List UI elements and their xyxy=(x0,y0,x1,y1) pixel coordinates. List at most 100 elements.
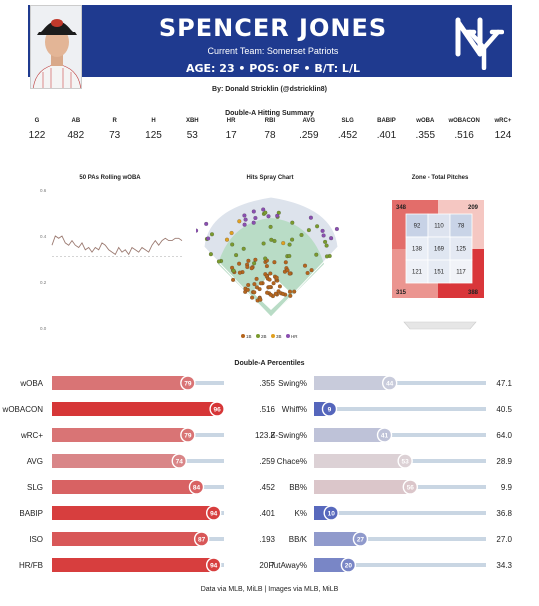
spray-hit-point xyxy=(263,210,268,215)
stat-header-wobacon: wOBACON xyxy=(448,118,480,124)
spray-hit-point xyxy=(208,252,213,257)
spray-hit-point xyxy=(266,214,271,219)
spray-hit-point xyxy=(267,277,272,282)
percentile-bar xyxy=(52,480,197,494)
stat-header-xbh: XBH xyxy=(185,118,199,124)
spray-hit-point xyxy=(299,232,304,237)
rolling-y-tick-label: 0.2 xyxy=(40,280,47,285)
percentile-track xyxy=(314,407,486,411)
percentile-label: BABIP xyxy=(19,509,43,518)
spray-chart-title: Hits Spray Chart xyxy=(246,175,294,181)
zone-cell-count: 169 xyxy=(434,247,445,253)
stat-header-g: G xyxy=(34,118,40,124)
percentile-track xyxy=(314,381,486,385)
spray-hit-point xyxy=(245,264,250,269)
stat-value-g: 122 xyxy=(28,130,46,141)
spray-hit-point xyxy=(302,263,307,268)
hitting-summary-title: Double-A Hitting Summary xyxy=(225,110,314,117)
zone-corner-count: 209 xyxy=(468,205,479,211)
zone-cell-count: 121 xyxy=(412,270,423,276)
spray-hit-point xyxy=(292,289,297,294)
zone-cell-count: 117 xyxy=(456,270,466,276)
spray-hit-point xyxy=(273,291,278,296)
byline: By: Donald Stricklin (@dstricklin8) xyxy=(212,86,327,93)
spray-hit-point xyxy=(287,271,292,276)
hitting-summary-table: G AB R H XBH HR RBI AVG SLG BABIP wOBA wOBACON wRC+ … xyxy=(18,118,522,141)
percentile-marker xyxy=(381,375,398,391)
rolling-woba-chart: 0.6 0.4 0.2 0.0 xyxy=(40,188,183,331)
percentile-bar xyxy=(314,532,361,546)
percentile-rank-label: 10 xyxy=(328,511,336,518)
percentile-marker xyxy=(180,427,196,443)
zone-cell-count: 138 xyxy=(412,247,423,253)
percentile-bar xyxy=(314,480,411,494)
percentile-marker xyxy=(340,557,357,573)
spray-hit-point xyxy=(323,239,328,244)
percentile-stat-value: 28.9 xyxy=(496,457,512,466)
percentile-rank-label: 41 xyxy=(381,433,389,440)
spray-hit-point xyxy=(267,285,272,290)
stat-value-slg: .452 xyxy=(337,130,358,141)
percentile-stat-value: .401 xyxy=(259,509,275,518)
stat-value-wobacon: .516 xyxy=(454,130,474,141)
zone-corner-count: 348 xyxy=(396,205,407,211)
spray-hit-point xyxy=(315,224,320,229)
spray-hit-point xyxy=(230,242,235,247)
percentile-rank-label: 74 xyxy=(176,459,184,466)
percentile-bar xyxy=(52,506,214,520)
spray-hit-point xyxy=(280,291,285,296)
spray-hit-point xyxy=(283,260,288,265)
zone-corner-count: 315 xyxy=(396,290,407,296)
spray-hit-point xyxy=(225,237,230,242)
percentile-stat-value: .259 xyxy=(259,457,275,466)
header-banner xyxy=(28,5,512,77)
spray-hit-point xyxy=(234,253,239,258)
spray-hit-point xyxy=(253,215,258,220)
spray-hit-point xyxy=(251,209,256,214)
footer-credits: Data via MLB, MiLB | Images via MLB, MiL… xyxy=(200,586,339,593)
spray-hit-point xyxy=(329,236,334,241)
percentile-bar xyxy=(314,428,385,442)
percentile-stat-value: .355 xyxy=(259,379,275,388)
percentile-stat-value: 34.3 xyxy=(496,561,512,570)
percentile-marker xyxy=(193,531,210,547)
spray-legend-label: 3B xyxy=(276,334,282,339)
rolling-y-tick-label: 0.0 xyxy=(40,326,47,331)
spray-hit-point xyxy=(264,264,269,269)
percentile-rank-label: 53 xyxy=(402,459,410,466)
zone-heatmap: 348 209 315 388 92 110 78 138 169 125 121 151 117 xyxy=(392,200,484,330)
spray-hit-point xyxy=(314,252,319,257)
percentile-marker xyxy=(323,505,339,521)
spray-hit-point xyxy=(334,226,339,231)
zone-cell-count: 78 xyxy=(458,224,465,230)
spray-legend-marker xyxy=(286,334,290,338)
stat-value-wrc: 124 xyxy=(494,130,512,141)
spray-legend-label: HR xyxy=(291,334,298,339)
spray-hit-point xyxy=(229,230,234,235)
percentile-label: wOBA xyxy=(19,379,43,388)
percentile-marker xyxy=(188,479,205,495)
percentile-marker xyxy=(321,401,338,417)
percentile-rank-label: 94 xyxy=(210,511,218,518)
percentile-track xyxy=(314,433,486,437)
zone-cell-count: 125 xyxy=(456,247,467,253)
spray-hit-point xyxy=(287,253,292,258)
stat-header-rbi: RBI xyxy=(264,118,276,124)
stat-header-r: R xyxy=(112,118,117,124)
rolling-woba-title: 50 PAs Rolling wOBA xyxy=(79,175,141,181)
percentile-label: BB% xyxy=(289,483,307,492)
spray-hit-point xyxy=(277,284,282,289)
percentile-bar xyxy=(52,402,218,416)
player-photo xyxy=(30,5,82,89)
spray-hit-point xyxy=(237,270,242,275)
percentile-label: ISO xyxy=(29,535,43,544)
percentile-label: Chace% xyxy=(277,457,307,466)
percentile-bar xyxy=(52,532,202,546)
age-position-bats-throws: AGE: 23 • POS: OF • B/T: L/L xyxy=(186,62,360,75)
percentile-track xyxy=(314,511,486,515)
spray-legend-marker xyxy=(241,334,245,338)
percentile-stat-value: 9.9 xyxy=(501,483,513,492)
spray-hit-point xyxy=(261,207,266,212)
spray-chart: 1B 2B 3B HR xyxy=(196,196,339,339)
spray-legend-marker xyxy=(271,334,275,338)
